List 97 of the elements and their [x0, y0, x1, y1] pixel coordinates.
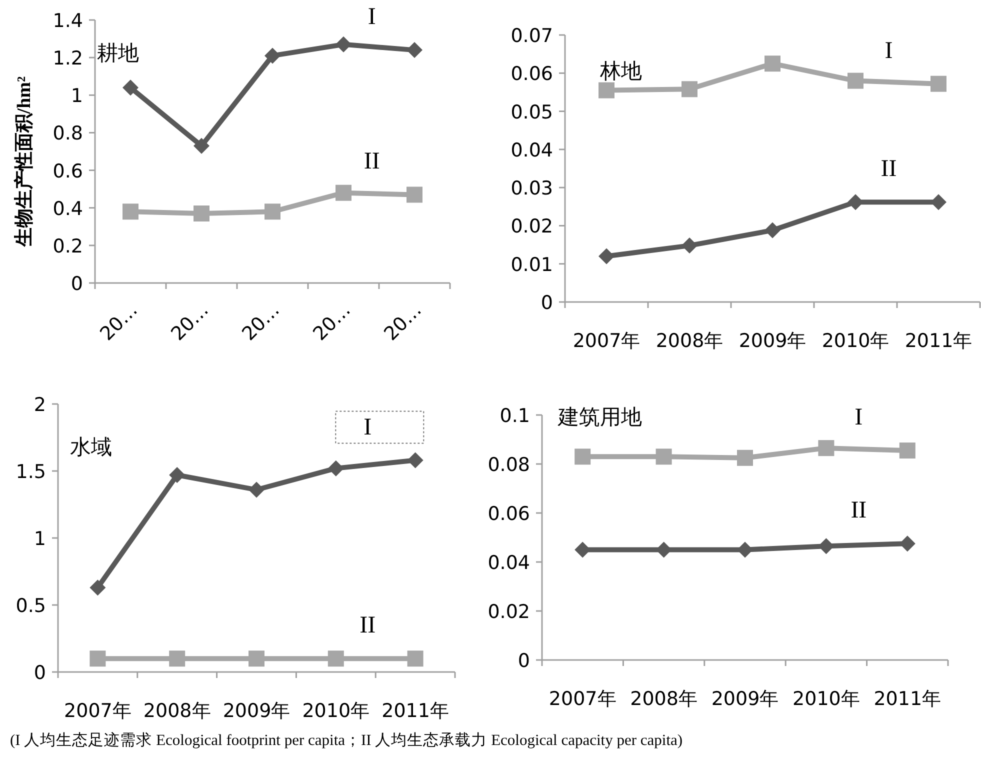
x-tick-label: 2009年	[738, 330, 806, 352]
y-tick-label: 0.08	[488, 454, 530, 476]
point	[764, 222, 780, 238]
x-tick-label: 2007年	[64, 700, 132, 722]
x-tick-label: 2008年	[143, 700, 211, 722]
point	[930, 194, 946, 210]
y-tick-label: 0.1	[500, 405, 530, 427]
point	[682, 81, 698, 98]
point	[90, 650, 106, 667]
point	[899, 442, 916, 459]
point	[818, 440, 834, 456]
y-tick-label: 0.01	[510, 254, 553, 276]
point	[682, 238, 698, 254]
y-tick-label: 0.06	[488, 503, 530, 525]
text: (I 人均生态足迹需求 Ecological footprint per capita；II 人均生态承载力 Ecological capacity per capita)	[10, 731, 683, 749]
series-label: I	[364, 414, 372, 440]
point	[336, 184, 352, 201]
point	[122, 80, 138, 96]
point	[194, 205, 210, 222]
point	[122, 204, 138, 220]
point	[248, 650, 264, 667]
series-label: I	[884, 38, 893, 64]
text: 水域	[70, 435, 112, 459]
x-tick-label: 2011年	[382, 700, 449, 722]
x-tick-label: 20…	[166, 298, 214, 346]
point	[764, 56, 780, 72]
point	[406, 186, 422, 203]
series-label: II	[364, 148, 380, 175]
x-tick-label: 2008年	[630, 688, 698, 710]
point	[737, 450, 753, 466]
y-tick-label: 0.02	[510, 216, 553, 238]
y-tick-label: 2	[34, 394, 46, 416]
point	[406, 42, 422, 58]
point	[90, 580, 106, 596]
point	[194, 138, 210, 154]
x-tick-label: 2010年	[822, 330, 890, 352]
y-tick-label: 0.2	[52, 235, 83, 258]
series-label: I	[368, 4, 376, 30]
point	[169, 650, 186, 667]
point	[598, 82, 614, 98]
y-tick-label: 0.04	[488, 552, 530, 574]
point	[407, 650, 424, 667]
point	[264, 48, 280, 64]
x-tick-label: 20…	[96, 298, 142, 346]
point	[328, 460, 344, 476]
series-label: II	[360, 612, 376, 639]
x-tick-label: 2011年	[874, 688, 942, 710]
y-tick-label: 0	[70, 273, 83, 295]
x-tick-label: 20…	[380, 298, 426, 346]
x-tick-label: 20…	[308, 298, 356, 346]
y-tick-label: 0.8	[52, 122, 83, 145]
x-tick-label: 2009年	[711, 688, 779, 710]
y-tick-label: 1	[34, 528, 46, 550]
point	[656, 448, 672, 465]
y-axis-title: 生物生产性面积/hm²	[13, 76, 35, 248]
y-tick-label: 0.06	[510, 63, 553, 86]
y-tick-label: 1	[70, 85, 83, 108]
x-tick-label: 2010年	[792, 688, 860, 710]
chart-title: 建筑用地	[557, 405, 642, 429]
series-label: II	[880, 156, 897, 182]
y-tick-label: 0	[518, 650, 530, 672]
y-tick-label: 0.07	[510, 25, 553, 47]
x-tick-label: 2009年	[222, 700, 290, 722]
x-tick-label: 2007年	[548, 688, 616, 710]
point	[264, 204, 280, 220]
point	[930, 76, 946, 92]
point	[328, 650, 344, 667]
point	[169, 467, 186, 484]
text: 林地	[599, 59, 642, 83]
point	[574, 448, 591, 465]
point	[336, 36, 352, 52]
point	[407, 452, 424, 468]
point	[737, 542, 753, 558]
y-tick-label: 0.6	[52, 160, 83, 182]
y-tick-label: 0	[540, 292, 553, 314]
point	[598, 248, 614, 264]
point	[848, 194, 864, 210]
text: 耕地	[97, 41, 139, 65]
series-label: II	[850, 498, 867, 524]
series-label: I	[854, 404, 863, 431]
x-tick-label: 20…	[238, 298, 284, 346]
y-tick-label: 0.05	[510, 101, 553, 124]
y-tick-label: 1.5	[16, 461, 46, 483]
y-tick-label: 0.03	[510, 178, 553, 200]
y-tick-label: 1.2	[52, 48, 83, 70]
point	[848, 72, 864, 89]
x-tick-label: 2008年	[656, 330, 724, 352]
x-tick-label: 2010年	[302, 700, 370, 722]
x-tick-label: 2007年	[572, 330, 640, 352]
x-tick-label: 2011年	[904, 330, 972, 352]
y-tick-label: 0.04	[510, 139, 553, 162]
y-tick-label: 1.4	[52, 10, 83, 32]
point	[248, 482, 264, 498]
y-tick-label: 0.02	[488, 601, 530, 623]
y-tick-label: 0.5	[16, 595, 46, 617]
y-tick-label: 0.4	[52, 198, 83, 220]
y-tick-label: 0	[34, 662, 46, 684]
